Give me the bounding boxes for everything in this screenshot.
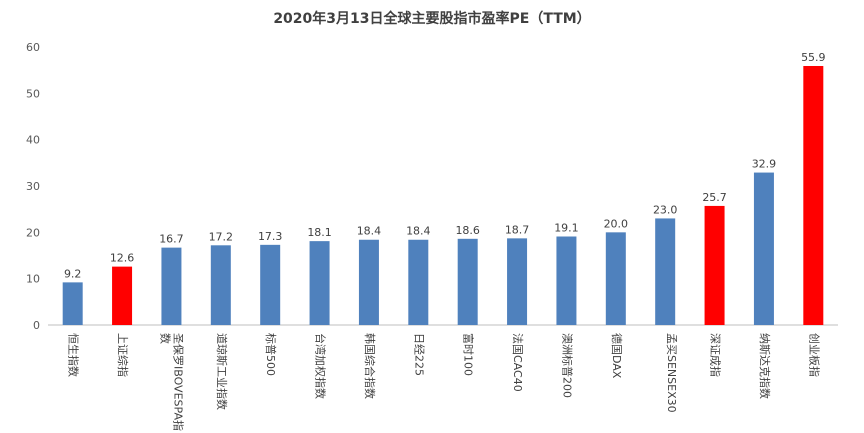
y-tick-label: 60 (26, 41, 40, 54)
x-tick-label: 日经225 (412, 333, 425, 376)
bar (507, 238, 528, 325)
bar (753, 172, 774, 325)
x-tick-label: 韩国综合指数 (363, 333, 377, 399)
x-tick-label: 纳斯达克指数 (758, 333, 772, 399)
bar (408, 239, 429, 325)
x-tick-label: 富时100 (462, 333, 476, 376)
bar (309, 241, 330, 325)
x-tick-label: 深证成指 (709, 333, 723, 377)
bar (803, 65, 824, 325)
data-label: 17.3 (258, 230, 283, 243)
x-tick-label: 上证综指 (116, 333, 130, 377)
bar (457, 238, 478, 325)
bar (161, 247, 182, 325)
bar (62, 282, 83, 325)
x-tick-label: 道琼斯工业指数 (215, 333, 229, 410)
data-label: 25.7 (702, 191, 727, 204)
x-tick-label: 法国CAC40 (511, 333, 525, 392)
y-tick-label: 40 (26, 134, 40, 147)
data-label: 12.6 (110, 252, 135, 265)
bar (704, 205, 725, 325)
data-label: 23.0 (653, 203, 678, 216)
data-label: 20.0 (604, 217, 629, 230)
data-label: 17.2 (209, 230, 234, 243)
y-tick-label: 30 (26, 180, 40, 193)
bar (210, 245, 231, 325)
bar (260, 244, 281, 325)
data-label: 19.1 (554, 222, 579, 235)
data-label: 18.6 (455, 224, 480, 237)
x-tick-label: 澳洲标普200 (560, 333, 574, 398)
chart-title: 2020年3月13日全球主要股指市盈率PE（TTM） (273, 11, 591, 27)
bar (556, 236, 577, 325)
bar (358, 239, 379, 325)
y-tick-label: 20 (26, 226, 40, 239)
x-tick-label: 标普500 (264, 333, 278, 376)
x-tick-label: 创业板指 (807, 333, 821, 377)
bar (605, 232, 626, 325)
x-tick-label: 恒生指数 (67, 333, 81, 377)
bar (655, 218, 676, 325)
data-label: 9.2 (64, 267, 82, 280)
x-tick-label: 台湾加权指数 (314, 333, 328, 399)
data-label: 16.7 (159, 233, 184, 246)
x-tick-label: 圣保罗IBOVESPA指数 (158, 333, 185, 431)
data-label: 18.1 (307, 226, 332, 239)
data-label: 18.7 (505, 223, 530, 236)
bar (112, 266, 133, 325)
x-tick-label: 孟买SENSEX30 (665, 333, 678, 413)
data-label: 32.9 (752, 158, 777, 171)
data-label: 18.4 (406, 225, 431, 238)
y-tick-label: 0 (33, 319, 40, 332)
x-tick-label: 德国DAX (610, 333, 624, 379)
data-label: 55.9 (801, 51, 826, 64)
data-label: 18.4 (357, 225, 382, 238)
y-tick-label: 50 (26, 87, 40, 100)
y-tick-label: 10 (26, 273, 40, 286)
